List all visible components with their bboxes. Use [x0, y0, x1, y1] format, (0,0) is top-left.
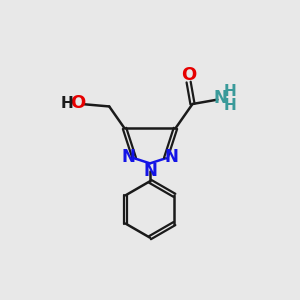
- Text: N: N: [122, 148, 136, 166]
- Text: H: H: [224, 84, 236, 99]
- Text: N: N: [143, 162, 157, 180]
- Text: N: N: [214, 89, 228, 107]
- Text: O: O: [181, 66, 196, 84]
- Text: O: O: [70, 94, 85, 112]
- Text: N: N: [164, 148, 178, 166]
- Text: H: H: [61, 96, 74, 111]
- Text: H: H: [224, 98, 236, 113]
